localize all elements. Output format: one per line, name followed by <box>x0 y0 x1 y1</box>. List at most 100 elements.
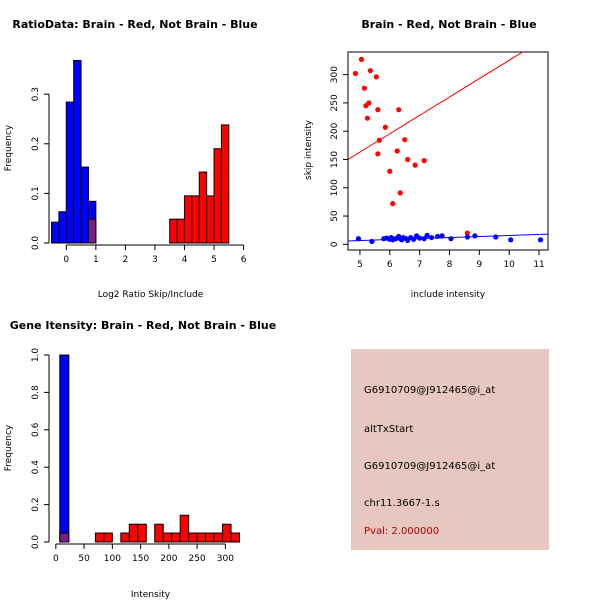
intensity-ylabel: Frequency <box>4 424 14 471</box>
intensity-title: Gene Itensity: Brain - Red, Not Brain - … <box>10 319 276 332</box>
scatter-x-tick-label: 7 <box>417 260 423 270</box>
intensity-bar-brain <box>154 523 164 543</box>
ratio-bar-brain <box>169 218 178 244</box>
scatter-xlabel: include intensity <box>411 290 486 300</box>
intensity-x-tick-label: 100 <box>104 554 121 564</box>
scatter-x-tick-label: 8 <box>447 260 453 270</box>
scatter-point-brain <box>464 230 471 236</box>
scatter-point-brain <box>366 100 372 106</box>
ratio-bar-brain <box>176 218 185 244</box>
scatter-point-not-brain <box>417 235 423 241</box>
intensity-bar-brain <box>230 532 241 543</box>
scatter-x-tick-label: 6 <box>387 260 393 270</box>
scatter-point-not-brain <box>369 238 375 245</box>
ratio-bar-not-brain <box>80 166 89 244</box>
ratio-y-tick-label: 0.1 <box>31 186 41 200</box>
ratio-ylabel: Frequency <box>4 124 14 171</box>
intensity-bar-brain <box>171 532 181 543</box>
scatter-fit-line-not-brain <box>348 233 548 242</box>
intensity-y-tick-label: 0.0 <box>31 535 41 550</box>
intensity-bar-brain <box>120 532 130 543</box>
intensity-bar-overlap <box>59 532 70 543</box>
scatter-point-brain <box>375 107 381 113</box>
scatter-y-tick-label: 50 <box>330 210 340 222</box>
ratio-x-tick-label: 3 <box>152 255 158 265</box>
intensity-x-tick-label: 300 <box>217 554 234 564</box>
scatter-y-tick-label: 200 <box>330 122 340 139</box>
scatter-title: Brain - Red, Not Brain - Blue <box>361 18 536 31</box>
ratio-bar-not-brain <box>73 59 82 244</box>
scatter-point-brain <box>397 190 403 196</box>
gene-info-panel: G6910709@J912465@i_at altTxStart G691070… <box>351 349 549 550</box>
scatter-point-not-brain <box>472 233 478 239</box>
scatter-point-brain <box>367 68 373 74</box>
scatter-point-not-brain <box>493 234 499 240</box>
intensity-y-tick-label: 0.2 <box>31 497 41 511</box>
scatter-point-not-brain <box>508 237 514 243</box>
intensity-y-tick-label: 0.6 <box>31 422 41 437</box>
scatter-point-not-brain <box>428 234 435 241</box>
scatter-point-not-brain <box>424 232 430 238</box>
scatter-point-not-brain <box>448 236 454 242</box>
scatter-point-brain <box>390 201 396 207</box>
event-type: altTxStart <box>364 424 414 435</box>
scatter-ylabel: skip intensity <box>304 119 314 180</box>
scatter-y-tick-label: 300 <box>330 66 340 83</box>
ratio-bar-brain <box>183 195 193 244</box>
ratio-x-tick-label: 2 <box>123 255 129 265</box>
ratio-bar-brain <box>191 195 200 244</box>
genomic-location: chr11.3667-1.s <box>364 498 440 509</box>
intensity-y-tick-label: 1.0 <box>31 348 41 363</box>
ratio-bar-overlap <box>87 218 97 244</box>
scatter-point-brain <box>358 56 365 62</box>
scatter-point-brain <box>396 107 402 113</box>
scatter-point-brain <box>394 148 400 154</box>
scatter-point-brain <box>352 70 359 77</box>
ratio-bar-brain <box>213 148 222 244</box>
scatter-point-brain <box>382 124 388 130</box>
ratio-y-tick-label: 0.2 <box>31 137 41 151</box>
intensity-bar-brain <box>179 514 190 543</box>
intensity-bar-brain <box>188 532 198 543</box>
probe-id: G6910709@J912465@i_at <box>364 385 496 396</box>
intensity-bar-not-brain <box>59 354 70 543</box>
ratio-x-tick-label: 5 <box>211 255 217 265</box>
intensity-bar-brain <box>103 532 113 543</box>
ratio-x-tick-label: 6 <box>241 255 247 265</box>
scatter-x-tick-label: 10 <box>503 260 515 270</box>
scatter-point-not-brain <box>355 236 362 242</box>
intensity-bar-brain <box>128 523 139 543</box>
intensity-bar-brain <box>94 532 105 543</box>
ratio-bar-not-brain <box>58 211 67 244</box>
probe-id-repeat: G6910709@J912465@i_at <box>364 461 496 472</box>
scatter-y-tick-label: 150 <box>330 151 340 168</box>
scatter-plot-frame <box>347 51 549 251</box>
ratio-xlabel: Log2 Ratio Skip/Include <box>98 290 204 300</box>
intensity-x-tick-label: 200 <box>160 554 177 564</box>
ratio-x-tick-label: 4 <box>182 255 188 265</box>
ratio-title: RatioData: Brain - Red, Not Brain - Blue <box>12 18 257 31</box>
ratio-x-tick-label: 1 <box>93 255 99 265</box>
intensity-bar-brain <box>205 532 215 543</box>
scatter-point-brain <box>402 137 408 143</box>
intensity-xlabel: Intensity <box>131 590 171 600</box>
scatter-x-tick-label: 5 <box>357 260 363 270</box>
scatter-point-brain <box>373 74 379 80</box>
intensity-bar-brain <box>137 523 147 543</box>
intensity-bar-brain <box>196 532 207 543</box>
scatter-y-tick-label: 100 <box>330 179 340 196</box>
pval-text: Pval: 2.000000 <box>364 526 440 537</box>
scatter-point-not-brain <box>439 233 445 239</box>
intensity-x-tick-label: 0 <box>53 554 59 564</box>
scatter-point-not-brain <box>434 233 441 240</box>
scatter-fit-line-brain <box>348 52 523 160</box>
intensity-bar-brain <box>213 532 224 543</box>
ratio-bar-not-brain <box>65 101 75 244</box>
intensity-x-tick-label: 150 <box>132 554 149 564</box>
scatter-x-tick-label: 11 <box>533 260 544 270</box>
intensity-bar-brain <box>222 523 232 543</box>
scatter-point-brain <box>387 168 393 174</box>
intensity-x-tick-label: 250 <box>189 554 206 564</box>
scatter-point-brain <box>364 115 371 121</box>
